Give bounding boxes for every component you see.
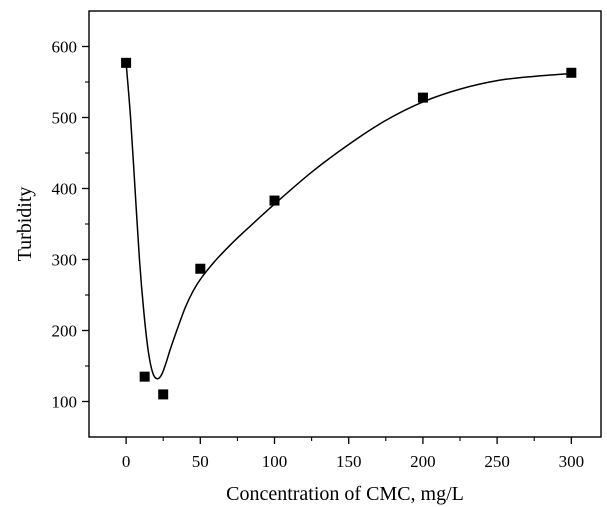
y-tick-label: 600	[52, 38, 78, 57]
plot-frame	[88, 10, 602, 438]
data-point	[139, 371, 150, 382]
x-tick-label: 200	[410, 452, 436, 471]
x-tick-label: 250	[484, 452, 510, 471]
x-tick-label: 300	[559, 452, 585, 471]
data-point	[195, 263, 206, 274]
x-axis-label: Concentration of CMC, mg/L	[226, 483, 464, 505]
y-tick-label: 400	[52, 180, 78, 199]
fit-curve	[125, 62, 572, 380]
x-tick-label: 50	[192, 452, 209, 471]
y-tick-label: 100	[52, 393, 78, 412]
y-tick-label: 300	[52, 251, 78, 270]
x-tick-label: 150	[336, 452, 362, 471]
y-axis-label: Turbidity	[14, 187, 36, 262]
x-tick-label: 0	[122, 452, 131, 471]
data-points	[121, 57, 577, 400]
y-tick-label: 200	[52, 322, 78, 341]
data-point	[121, 57, 132, 68]
data-point	[269, 195, 280, 206]
axes: 0 50 100 150 200 250 300 100 200 300 400 500 600	[52, 38, 585, 472]
y-tick-label: 500	[52, 109, 78, 128]
x-tick-label: 100	[262, 452, 288, 471]
data-point	[158, 389, 169, 400]
data-point	[417, 92, 428, 103]
data-point	[566, 67, 577, 78]
